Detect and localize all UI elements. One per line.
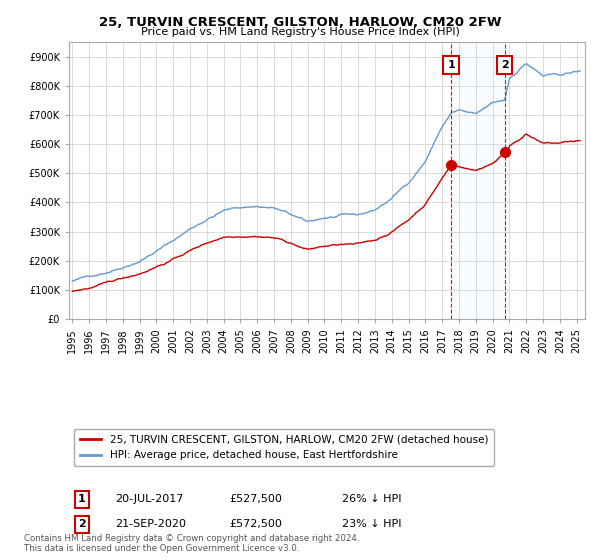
Text: 20-JUL-2017: 20-JUL-2017: [115, 494, 184, 505]
Text: 2: 2: [78, 519, 86, 529]
Text: Contains HM Land Registry data © Crown copyright and database right 2024.
This d: Contains HM Land Registry data © Crown c…: [24, 534, 359, 553]
Text: 26% ↓ HPI: 26% ↓ HPI: [343, 494, 402, 505]
Text: 1: 1: [448, 60, 455, 71]
Legend: 25, TURVIN CRESCENT, GILSTON, HARLOW, CM20 2FW (detached house), HPI: Average pr: 25, TURVIN CRESCENT, GILSTON, HARLOW, CM…: [74, 429, 494, 466]
Text: 21-SEP-2020: 21-SEP-2020: [115, 519, 187, 529]
Text: 2: 2: [501, 60, 509, 71]
Bar: [451, 42, 505, 319]
Text: Price paid vs. HM Land Registry's House Price Index (HPI): Price paid vs. HM Land Registry's House …: [140, 27, 460, 37]
Text: 1: 1: [78, 494, 86, 505]
Text: 25, TURVIN CRESCENT, GILSTON, HARLOW, CM20 2FW: 25, TURVIN CRESCENT, GILSTON, HARLOW, CM…: [99, 16, 501, 29]
Text: 23% ↓ HPI: 23% ↓ HPI: [343, 519, 402, 529]
Text: £527,500: £527,500: [229, 494, 282, 505]
Text: £572,500: £572,500: [229, 519, 282, 529]
